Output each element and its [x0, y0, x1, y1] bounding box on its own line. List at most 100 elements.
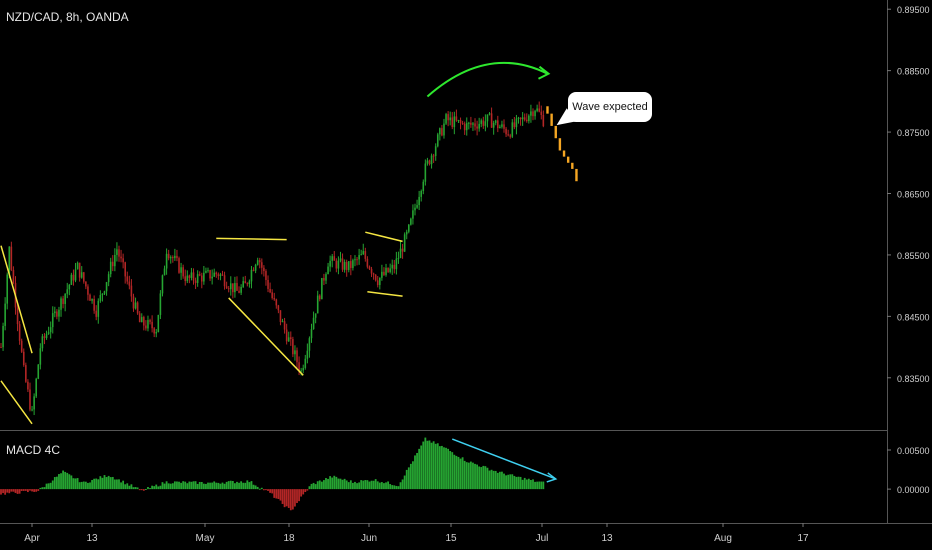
candle-body [246, 283, 249, 285]
macd-bar [521, 479, 524, 490]
macd-bar [515, 476, 518, 490]
candle-body [153, 328, 155, 334]
forecast-candle [550, 113, 553, 126]
candle-body [56, 311, 58, 317]
macd-bar [306, 489, 309, 491]
macd-bar [130, 484, 133, 490]
price-tick-label: 0.86500 [897, 190, 930, 200]
macd-bar [0, 489, 2, 495]
candle-body [519, 117, 522, 120]
candle-body [391, 264, 394, 269]
macd-bar [418, 448, 421, 490]
macd-bar [347, 482, 350, 490]
candle-body [468, 122, 470, 124]
candle-body [312, 317, 315, 330]
candle-body [16, 307, 19, 325]
candle-body [453, 116, 456, 128]
macd-bar [109, 477, 112, 490]
macd-bar [366, 480, 369, 490]
candle-body [89, 294, 91, 301]
candle-body [472, 123, 474, 125]
macd-bar [397, 486, 400, 490]
candle-body [432, 155, 435, 157]
candle-body [234, 283, 236, 293]
flag-june-lower [367, 291, 403, 297]
macd-bar [138, 489, 141, 491]
candle-body [499, 126, 501, 129]
macd-bar [167, 483, 170, 490]
candle-body [184, 276, 187, 282]
macd-bar [91, 480, 93, 490]
macd-bar [271, 489, 274, 494]
macd-bar [267, 489, 269, 491]
candle-body [203, 272, 205, 282]
macd-bar [374, 479, 377, 490]
chart-symbol-title: NZD/CAD, 8h, OANDA [6, 10, 129, 24]
macd-bar [4, 489, 7, 495]
candle-body [240, 286, 242, 293]
candle-body [254, 264, 257, 271]
macd-bar [192, 481, 195, 490]
candle-body [362, 251, 365, 255]
candle-body [136, 302, 139, 314]
time-tick-label: Apr [24, 533, 40, 544]
macd-bar [383, 483, 385, 490]
macd-bar [163, 483, 166, 490]
macd-bar [66, 472, 69, 490]
macd-bar [157, 486, 160, 490]
macd-bar [252, 484, 255, 490]
macd-bar [37, 489, 40, 491]
candle-body [356, 259, 358, 261]
candle-body [6, 274, 9, 304]
macd-bar [180, 482, 182, 490]
candle-body [190, 272, 193, 278]
macd-bar [190, 481, 193, 490]
candle-body [335, 260, 338, 269]
macd-bar [169, 483, 172, 490]
candle-body [393, 264, 396, 270]
candle-body [536, 108, 538, 111]
candle-body [465, 123, 468, 131]
macd-bar [149, 488, 151, 490]
candle-body [12, 269, 15, 284]
macd-bar [35, 489, 38, 492]
candle-body [221, 274, 224, 276]
macd-bar [449, 451, 452, 490]
macd-bar [459, 458, 462, 490]
macd-bar [159, 485, 162, 490]
candle-body [470, 122, 472, 125]
candle-body [196, 274, 199, 283]
candle-body [140, 317, 143, 323]
flag-june-upper [365, 231, 403, 243]
macd-bar [412, 461, 414, 490]
macd-bar [496, 472, 499, 490]
candle-body [327, 266, 329, 275]
candle-body [10, 246, 13, 270]
forecast-candle [558, 138, 562, 151]
candle-body [492, 122, 495, 128]
candle-body [178, 258, 180, 273]
candle-body [360, 254, 362, 256]
candle-body [515, 118, 518, 128]
candle-body [321, 278, 323, 300]
macd-bar [184, 481, 187, 490]
candle-body [225, 286, 228, 289]
macd-bar [453, 454, 456, 490]
macd-bar [49, 482, 52, 490]
macd-bar [376, 481, 379, 490]
macd-bar [409, 463, 412, 490]
candle-body [78, 262, 81, 278]
macd-bar [472, 462, 474, 490]
candle-body [422, 181, 425, 192]
candle-body [223, 275, 226, 287]
candle-body [45, 333, 48, 338]
macd-bar [279, 489, 282, 501]
macd-bar [45, 483, 48, 490]
macd-bar [262, 489, 265, 491]
candle-body [316, 295, 319, 314]
time-tick-label: Jul [536, 533, 549, 544]
macd-bar [391, 485, 394, 490]
candle-body [517, 117, 520, 119]
macd-bar [60, 473, 62, 490]
